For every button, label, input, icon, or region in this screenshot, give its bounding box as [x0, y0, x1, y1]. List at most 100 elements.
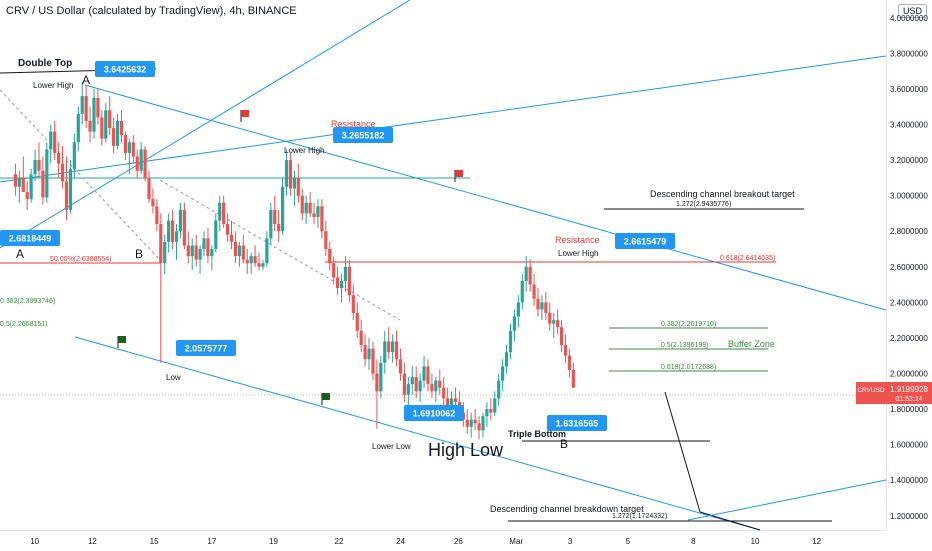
- candle-body: [222, 202, 226, 225]
- lower-low-label: Lower Low: [372, 442, 411, 451]
- candle-body: [53, 131, 57, 153]
- fib-label: 0.618(2.6414035): [720, 255, 775, 262]
- candle-body: [21, 177, 25, 193]
- candle-body: [131, 142, 135, 157]
- candle-body: [438, 380, 442, 388]
- y-tick-label: 2.4000000: [890, 298, 928, 307]
- fib-label: 0.382(2.3993746): [0, 298, 55, 305]
- candle-body: [473, 419, 477, 424]
- ascending-line: [0, 55, 887, 183]
- wave-a-bottom-label: A: [16, 247, 24, 261]
- candle-body: [536, 298, 540, 310]
- candle-body: [292, 177, 296, 189]
- candle-body: [49, 131, 53, 150]
- y-tick-label: 3.0000000: [890, 192, 928, 201]
- buffer-zone-label: Buffer Zone: [728, 339, 775, 349]
- candle-body: [430, 384, 434, 392]
- currency-badge[interactable]: USD: [898, 4, 928, 18]
- candle-body: [320, 206, 324, 232]
- candle-body: [159, 224, 163, 264]
- price-scale[interactable]: [886, 0, 932, 530]
- candle-body: [210, 248, 214, 257]
- candle-body: [202, 238, 206, 249]
- candle-body: [528, 266, 532, 285]
- candle-body: [383, 341, 387, 363]
- candle-body: [449, 398, 454, 406]
- price-callout-label: 2.0575777: [185, 344, 228, 354]
- candle-body: [277, 224, 281, 232]
- candle-body: [194, 245, 198, 260]
- candle-body: [359, 330, 363, 346]
- candle-body: [387, 341, 391, 353]
- fib-label: 1.272(2.9435776): [676, 201, 731, 208]
- x-tick-label: 22: [335, 537, 344, 546]
- candle-body: [465, 419, 469, 427]
- channel-upper-line: [84, 84, 887, 311]
- projection-down-1: [664, 391, 701, 513]
- fib-label: 1.272(1.1724332): [612, 513, 667, 520]
- candle-body: [115, 120, 120, 146]
- candle-body: [170, 220, 175, 242]
- price-callout-label: 1.6316565: [556, 419, 599, 429]
- candle-body: [29, 174, 33, 200]
- candle-body: [257, 263, 261, 267]
- y-tick-label: 2.8000000: [890, 227, 928, 236]
- x-tick-label: 15: [150, 537, 159, 546]
- x-tick-label: 3: [568, 537, 573, 546]
- candle-body: [273, 209, 277, 225]
- candle-body: [493, 398, 497, 413]
- candle-body: [119, 120, 124, 136]
- x-tick-label: 5: [626, 537, 631, 546]
- y-tick-label: 3.4000000: [890, 120, 928, 129]
- price-callout: [95, 61, 155, 77]
- y-tick-label: 1.8000000: [890, 405, 928, 414]
- symbol-tag: [856, 382, 886, 404]
- candle-body: [548, 313, 552, 324]
- candle-body: [182, 209, 186, 246]
- candle-body: [540, 302, 544, 310]
- wave-b-left-label: B: [135, 247, 143, 261]
- x-tick-label: 12: [88, 537, 97, 546]
- candle-body: [520, 281, 524, 303]
- candle-body: [96, 97, 100, 118]
- candle-body: [25, 192, 29, 200]
- candle-body: [296, 177, 300, 196]
- candle-body: [442, 387, 446, 399]
- price-callout-label: 3.6425632: [104, 65, 147, 75]
- candle-body: [343, 266, 348, 282]
- candle-body: [312, 213, 316, 217]
- projection-down-2: [699, 511, 761, 531]
- candle-body: [139, 149, 143, 171]
- wave-a-top-label: A: [82, 73, 90, 87]
- candle-body: [163, 241, 167, 264]
- fib-label: 0.618(2.0172688): [661, 364, 716, 371]
- candle-body: [280, 186, 285, 232]
- candle-body: [64, 181, 69, 210]
- candle-body: [60, 163, 65, 182]
- price-callout: [547, 415, 607, 431]
- candle-body: [512, 316, 517, 331]
- candle-body: [72, 142, 76, 169]
- candle-body: [214, 220, 218, 249]
- y-tick-label: 2.6000000: [890, 263, 928, 272]
- candle-body: [241, 245, 245, 260]
- rising-support-line: [687, 479, 887, 521]
- dashed-line-left: [0, 89, 161, 261]
- candle-body: [218, 202, 222, 221]
- candle-body: [76, 113, 80, 143]
- candle-body: [233, 241, 238, 257]
- y-tick-label: 1.2000000: [890, 512, 928, 521]
- candle-body: [363, 345, 367, 360]
- candle-body: [339, 281, 344, 289]
- candle-body: [245, 259, 249, 264]
- candle-body: [84, 96, 88, 121]
- candle-body: [556, 320, 560, 328]
- candle-body: [351, 295, 355, 314]
- x-tick-label: 17: [207, 537, 216, 546]
- candle-body: [304, 202, 308, 214]
- low-label: Low: [166, 373, 181, 382]
- time-scale[interactable]: [0, 530, 886, 551]
- x-tick-label: 19: [269, 537, 278, 546]
- candle-body: [567, 355, 572, 370]
